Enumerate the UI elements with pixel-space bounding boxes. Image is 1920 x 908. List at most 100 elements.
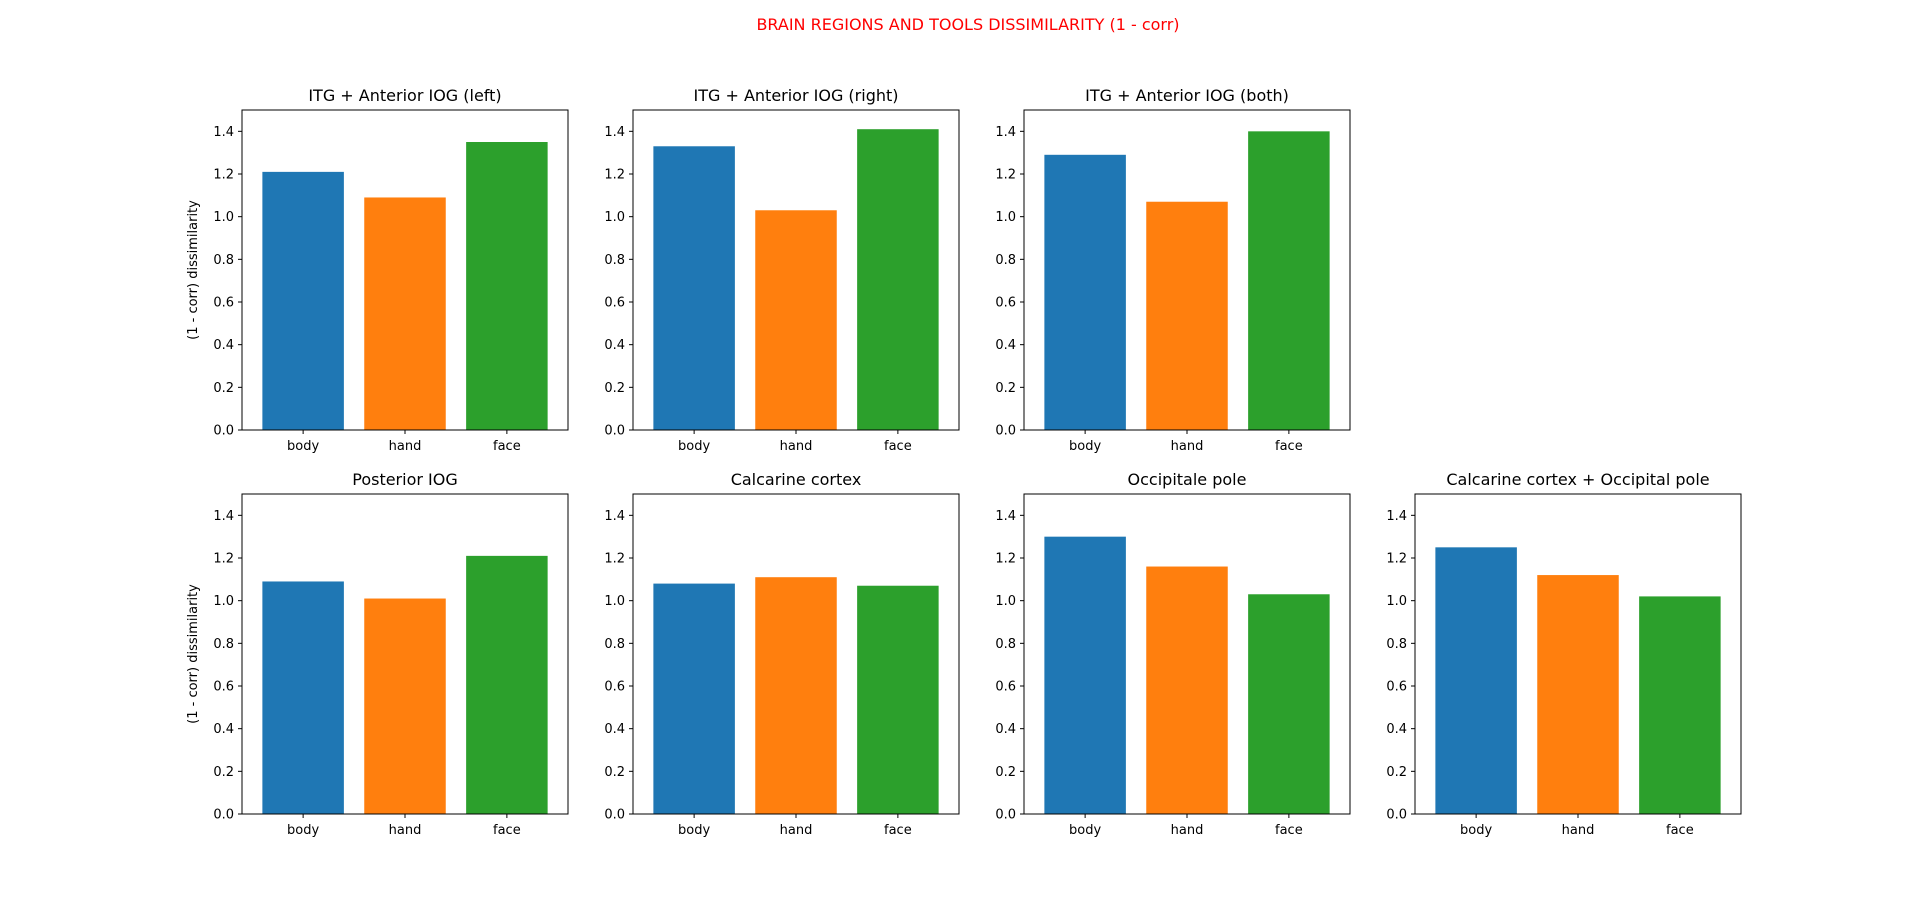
y-tick-label: 0.4: [213, 338, 234, 353]
y-tick-label: 0.8: [213, 637, 234, 652]
x-tick-label: hand: [1562, 823, 1595, 838]
y-tick-label: 0.2: [604, 381, 625, 396]
panel-grid: ITG + Anterior IOG (left) body hand face 0.0…: [186, 86, 1742, 838]
axes-frame: [1023, 109, 1351, 431]
panel-title: Posterior IOG: [352, 470, 458, 489]
x-tick-label: body: [287, 439, 319, 454]
y-tick-label: 1.0: [213, 210, 234, 225]
y-tick-label: 0.2: [995, 381, 1016, 396]
y-tick-label: 0.0: [995, 424, 1016, 439]
bar-hand: [364, 197, 446, 430]
x-tick-label: hand: [389, 439, 422, 454]
y-tick-label: 0.8: [604, 637, 625, 652]
y-tick-label: 1.2: [995, 168, 1016, 183]
bar-hand: [1537, 575, 1619, 814]
axes-frame: [1023, 493, 1351, 815]
bar-body: [653, 583, 735, 814]
y-tick-label: 0.2: [213, 381, 234, 396]
panel-title: Calcarine cortex + Occipital pole: [1446, 470, 1709, 489]
y-tick-label: 0.6: [604, 296, 625, 311]
bar-body: [1435, 547, 1517, 814]
y-tick-label: 0.0: [995, 808, 1016, 823]
y-tick-label: 1.0: [995, 210, 1016, 225]
y-tick-label: 0.6: [213, 680, 234, 695]
y-tick-label: 0.2: [1386, 765, 1407, 780]
y-tick-label: 0.4: [1386, 722, 1407, 737]
y-tick-label: 1.4: [1386, 509, 1407, 524]
bar-face: [1248, 594, 1330, 814]
x-tick-label: body: [287, 823, 319, 838]
bar-panel: Calcarine cortex body hand face 0.0 0.2 0.4 0.6…: [604, 470, 960, 838]
bar-hand: [755, 210, 837, 430]
bar-hand: [755, 577, 837, 814]
y-tick-label: 0.0: [604, 424, 625, 439]
y-tick-label: 1.4: [604, 125, 625, 140]
x-tick-label: body: [678, 823, 710, 838]
bar-panel: ITG + Anterior IOG (both) body hand face 0.0…: [995, 86, 1351, 454]
x-tick-label: face: [1666, 823, 1694, 838]
bar-hand: [1146, 201, 1228, 430]
y-tick-label: 1.0: [604, 210, 625, 225]
x-tick-label: body: [1460, 823, 1492, 838]
panel-title: ITG + Anterior IOG (left): [308, 86, 501, 105]
y-tick-label: 0.0: [1386, 808, 1407, 823]
bar-body: [262, 581, 344, 814]
y-tick-label: 0.2: [604, 765, 625, 780]
bar-face: [466, 142, 548, 430]
y-tick-label: 0.6: [213, 296, 234, 311]
x-tick-label: face: [884, 439, 912, 454]
y-tick-label: 0.4: [604, 338, 625, 353]
y-tick-label: 1.2: [213, 552, 234, 567]
bar-face: [857, 129, 939, 430]
y-tick-label: 0.4: [213, 722, 234, 737]
x-tick-label: face: [1275, 439, 1303, 454]
y-tick-label: 0.8: [995, 637, 1016, 652]
bar-panel: ITG + Anterior IOG (right) body hand face 0.…: [604, 86, 960, 454]
y-tick-label: 1.2: [995, 552, 1016, 567]
y-tick-label: 0.2: [995, 765, 1016, 780]
bar-body: [262, 171, 344, 430]
bar-face: [857, 585, 939, 814]
y-tick-label: 1.2: [213, 168, 234, 183]
x-tick-label: hand: [1171, 823, 1204, 838]
x-tick-label: face: [493, 439, 521, 454]
y-axis-label: (1 - corr) dissimilarity: [186, 200, 201, 340]
y-tick-label: 0.4: [604, 722, 625, 737]
panel-title: Calcarine cortex: [731, 470, 862, 489]
bar-panel: Occipitale pole body hand face 0.0 0.2 0.4 0.6 0…: [995, 470, 1351, 838]
y-tick-label: 1.2: [604, 552, 625, 567]
y-tick-label: 0.8: [1386, 637, 1407, 652]
y-tick-label: 1.4: [213, 509, 234, 524]
y-tick-label: 1.4: [995, 125, 1016, 140]
y-tick-label: 0.8: [213, 253, 234, 268]
axes-frame: [241, 109, 569, 431]
x-tick-label: hand: [1171, 439, 1204, 454]
axes-frame: [241, 493, 569, 815]
y-tick-label: 1.0: [604, 594, 625, 609]
panel-title: ITG + Anterior IOG (both): [1085, 86, 1289, 105]
x-tick-label: hand: [780, 439, 813, 454]
bar-body: [1044, 536, 1126, 814]
y-tick-label: 1.0: [1386, 594, 1407, 609]
figure-suptitle: BRAIN REGIONS AND TOOLS DISSIMILARITY (1…: [756, 15, 1179, 34]
bar-body: [653, 146, 735, 430]
y-tick-label: 0.6: [995, 680, 1016, 695]
y-tick-label: 0.0: [213, 808, 234, 823]
y-tick-label: 1.4: [213, 125, 234, 140]
y-tick-label: 0.6: [604, 680, 625, 695]
bar-face: [1639, 596, 1721, 814]
x-tick-label: hand: [780, 823, 813, 838]
bar-body: [1044, 154, 1126, 431]
panel-title: ITG + Anterior IOG (right): [693, 86, 898, 105]
y-tick-label: 0.4: [995, 338, 1016, 353]
x-tick-label: hand: [389, 823, 422, 838]
bar-panel: Calcarine cortex + Occipital pole body han…: [1386, 470, 1742, 838]
y-tick-label: 0.6: [1386, 680, 1407, 695]
bar-face: [466, 555, 548, 814]
x-tick-label: body: [1069, 823, 1101, 838]
y-tick-label: 1.4: [604, 509, 625, 524]
y-tick-label: 1.2: [604, 168, 625, 183]
y-tick-label: 1.0: [995, 594, 1016, 609]
x-tick-label: face: [493, 823, 521, 838]
